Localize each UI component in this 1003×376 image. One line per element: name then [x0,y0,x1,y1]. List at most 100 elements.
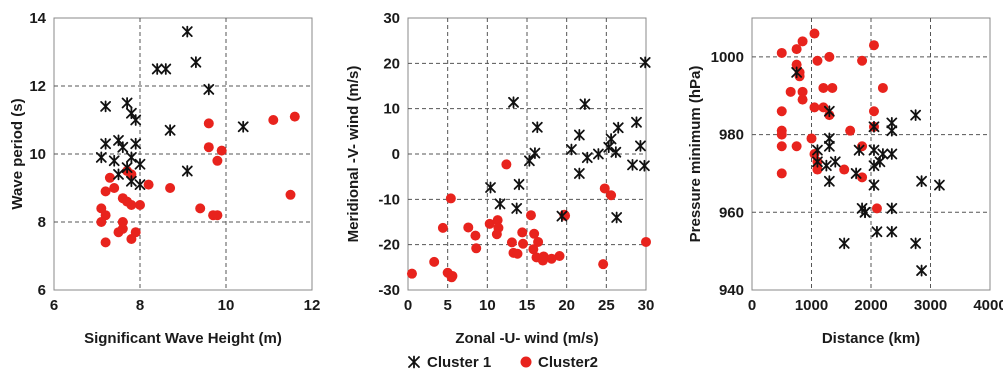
data-point-cluster-1 [850,167,862,180]
data-point-cluster-1 [95,151,107,164]
data-point-cluster2 [776,129,787,140]
data-point-cluster-1 [603,141,615,154]
legend-item-cluster-1: Cluster 1 [408,354,491,371]
panel-pressure: 0 1000 2000 3000 4000 940 960 980 1000 Distance (… [687,17,1003,347]
data-point-cluster2 [528,244,539,255]
data-point-cluster-1 [573,129,585,141]
data-point-cluster2 [447,270,458,281]
data-point-cluster-1 [916,264,927,277]
data-point-cluster2 [100,186,111,197]
data-point-cluster2 [809,28,820,39]
data-point-cluster-1 [916,175,927,188]
x-tick-label: 25 [598,297,615,314]
data-point-cluster2 [785,86,796,97]
data-point-cluster2 [122,196,133,207]
data-point-cluster2 [109,183,120,193]
legend-label-cluster-1: Cluster 1 [427,354,491,371]
legend-marker-star-icon [408,355,420,369]
data-point-cluster2 [484,218,495,229]
data-point-cluster-1 [874,155,886,168]
data-point-cluster-1 [812,155,823,168]
data-point-cluster-1 [529,147,541,159]
data-point-cluster2 [546,253,557,264]
data-point-cluster2 [868,106,879,117]
data-point-cluster2 [537,255,548,266]
y-tick-label: 20 [383,55,400,72]
data-point-cluster2 [818,82,829,93]
data-point-cluster-1 [627,158,638,171]
y-tick-label: -20 [378,237,400,254]
data-point-cluster2 [791,141,802,152]
data-point-cluster-1 [100,137,111,150]
data-point-cluster-1 [639,159,650,172]
x-tick-label: 10 [479,297,496,314]
legend: Cluster 1 Cluster2 [408,354,598,371]
data-point-cluster-1 [868,179,880,191]
data-point-cluster-1 [823,175,835,188]
data-point-cluster-1 [160,63,172,75]
data-point-cluster2 [776,106,787,117]
data-point-cluster-1 [581,151,593,164]
legend-label-cluster2: Cluster2 [538,354,598,371]
data-point-cluster2 [871,203,882,214]
data-point-cluster2 [606,190,617,201]
data-point-cluster2 [533,236,544,247]
data-point-cluster-1 [108,154,120,167]
data-point-cluster2 [812,55,823,66]
data-point-cluster-1 [886,225,898,238]
data-point-cluster2 [143,179,154,190]
data-point-cluster2 [203,142,214,153]
x-tick-label: 4000 [973,297,1003,314]
data-point-cluster2 [289,111,300,122]
data-point-cluster-1 [485,181,496,194]
data-point-cluster-1 [151,63,163,75]
data-point-cluster2 [598,259,609,270]
data-point-cluster2 [824,51,835,62]
data-point-cluster2 [791,44,802,55]
y-axis-label: Wave period (s) [9,98,26,209]
data-point-cluster2 [868,40,879,51]
data-point-cluster-1 [612,121,624,134]
data-point-cluster2 [437,222,448,233]
data-point-cluster-1 [121,161,133,174]
data-point-cluster-1 [203,83,215,96]
y-tick-label: 6 [38,282,46,299]
data-point-cluster-1 [934,179,945,191]
data-point-cluster-1 [566,143,577,156]
data-point-cluster-1 [134,178,146,191]
y-tick-label: 8 [38,214,46,231]
data-point-cluster-1 [610,146,622,159]
data-point-cluster2 [501,159,512,170]
data-point-cluster2 [818,102,829,113]
data-point-cluster-1 [130,137,142,150]
data-point-cluster-1 [511,202,523,215]
data-point-cluster2 [406,268,417,279]
data-point-cluster-1 [868,159,880,172]
data-point-cluster2 [839,164,850,175]
data-point-cluster-1 [791,66,803,79]
data-point-cluster2 [195,203,206,214]
y-tick-label: -30 [378,282,400,299]
x-tick-label: 15 [519,297,536,314]
data-point-cluster2 [491,229,502,240]
x-axis-label: Zonal -U- wind (m/s) [455,330,598,347]
panel-wave-period: 6 8 10 12 6 8 10 12 14 Significant Wave Height (m… [9,10,320,347]
data-point-cluster2 [100,237,111,248]
x-tick-label: 12 [304,297,321,314]
data-point-cluster-1 [823,105,835,118]
data-point-cluster-1 [100,100,111,113]
y-tick-label: 30 [383,10,400,27]
data-point-cluster-1 [910,109,922,122]
data-point-cluster-1 [579,98,591,111]
data-point-cluster2 [857,55,868,66]
data-point-cluster2 [812,164,823,175]
data-point-cluster-1 [181,165,193,177]
data-point-cluster-1 [886,124,898,137]
data-point-cluster2 [470,230,481,241]
data-point-cluster2 [212,210,223,221]
legend-marker-circle-icon [520,356,532,368]
data-point-cluster2 [518,238,529,249]
data-point-cluster2 [126,169,137,180]
x-axis-label: Significant Wave Height (m) [84,330,282,347]
data-point-cluster-1 [531,121,543,134]
